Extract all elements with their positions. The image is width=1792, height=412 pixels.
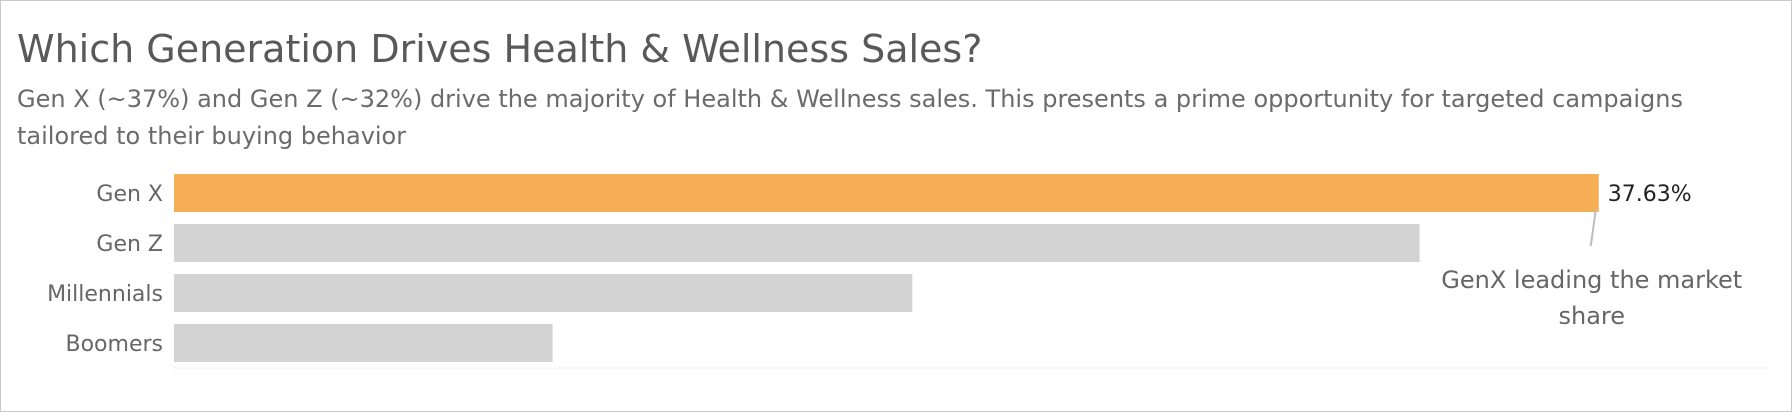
bar-boomers[interactable] <box>174 324 553 362</box>
annotation-line: share <box>1558 302 1625 330</box>
bar-gen-z[interactable] <box>174 224 1420 262</box>
annotation-text: GenX leading the market share <box>1441 266 1742 330</box>
category-label-boomers: Boomers <box>66 332 164 357</box>
category-label-gen-z: Gen Z <box>96 232 163 257</box>
category-label-gen-x: Gen X <box>96 182 163 207</box>
chart-title: Which Generation Drives Health & Wellnes… <box>17 27 983 71</box>
annotation-connector <box>1589 209 1597 247</box>
category-label-millennials: Millennials <box>47 282 163 307</box>
bar-gen-x[interactable] <box>174 174 1599 212</box>
bar-millennials[interactable] <box>174 274 913 312</box>
chart-subtitle: Gen X (~37%) and Gen Z (~32%) drive the … <box>17 85 1683 150</box>
data-label-gen-x: 37.63% <box>1608 182 1692 207</box>
annotation-line: GenX leading the market <box>1441 266 1742 294</box>
